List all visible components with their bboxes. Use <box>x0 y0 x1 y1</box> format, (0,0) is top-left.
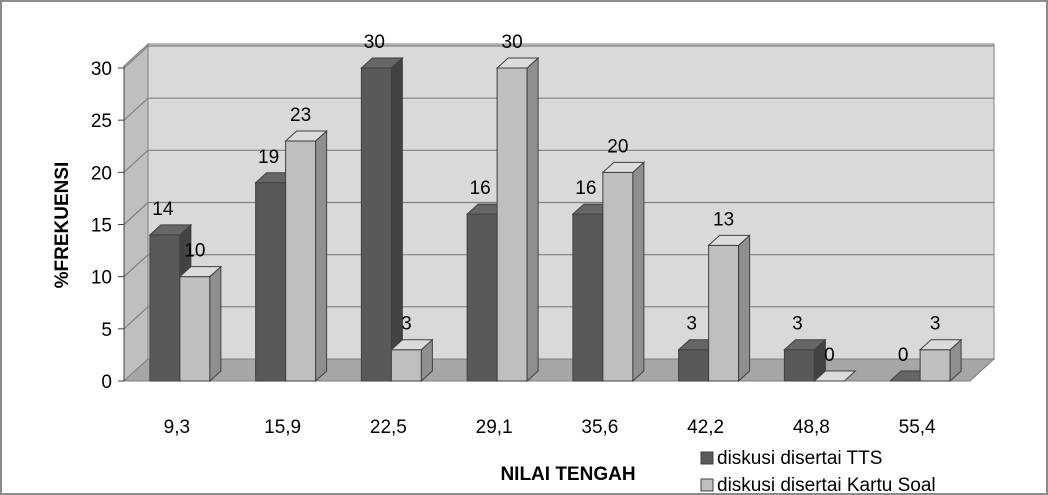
data-label: 3 <box>792 314 803 335</box>
x-tick-label: 29,1 <box>476 417 513 438</box>
bar-front <box>783 349 815 382</box>
bar-side <box>738 234 751 383</box>
y-tick-label: 25 <box>91 111 112 132</box>
bar-front <box>285 140 317 382</box>
x-axis: 9,3 15,9 22,5 29,1 35,6 42,2 48,8 55,4 <box>164 417 936 438</box>
bar-side <box>209 265 222 383</box>
x-tick-label: 15,9 <box>264 417 301 438</box>
data-label: 3 <box>686 314 697 335</box>
y-tick-label: 0 <box>101 372 112 393</box>
bar-top <box>360 57 404 69</box>
bar-front <box>149 234 181 382</box>
bar-tts-2 <box>360 56 404 383</box>
y-axis-title: %FREKUENSI <box>52 162 73 289</box>
data-label: 20 <box>607 136 628 157</box>
bar-kartu-soal-2 <box>390 338 434 383</box>
bar-kartu-soal-5 <box>707 234 751 383</box>
bar-front <box>708 244 740 382</box>
x-tick-label: 48,8 <box>793 417 830 438</box>
y-tick-label: 20 <box>91 163 112 184</box>
x-tick-label: 55,4 <box>899 417 936 438</box>
side-wall <box>123 42 149 383</box>
data-label: 16 <box>470 178 491 199</box>
bar-top <box>813 370 857 382</box>
data-label: 13 <box>713 209 734 230</box>
data-label: 3 <box>930 314 941 335</box>
chart-walls <box>122 42 996 383</box>
bar-top <box>390 339 434 351</box>
bar-front <box>466 213 498 382</box>
y-tick-label: 30 <box>91 59 112 80</box>
x-axis-title: NILAI TENGAH <box>500 464 635 485</box>
x-tick-label: 42,2 <box>687 417 724 438</box>
y-tick-label: 15 <box>91 216 112 237</box>
bar-kartu-soal-1 <box>284 129 328 383</box>
gridline <box>123 201 994 225</box>
data-label: 14 <box>152 199 174 220</box>
legend-item-tts: diskusi disertai TTS <box>700 448 882 469</box>
bar-top <box>495 57 540 69</box>
bar-side <box>632 161 645 383</box>
legend-swatch <box>700 451 714 465</box>
data-label: 0 <box>824 345 835 366</box>
bar-top <box>148 224 193 236</box>
data-label: 30 <box>502 32 523 53</box>
legend: diskusi disertai TTS diskusi disertai Ka… <box>700 448 936 495</box>
gridline <box>123 97 994 121</box>
bar-top <box>178 266 223 278</box>
bar-kartu-soal-3 <box>495 56 540 383</box>
bar-kartu-soal-0 <box>178 265 223 383</box>
bar-kartu-soal-7 <box>918 338 963 383</box>
legend-item-kartu-soal: diskusi disertai Kartu Soal <box>700 475 936 495</box>
legend-label-kartu-soal: diskusi disertai Kartu Soal <box>717 475 936 495</box>
bar-top <box>707 234 751 246</box>
bar-front <box>572 213 604 382</box>
bar-front <box>678 349 710 382</box>
data-label: 23 <box>290 105 311 126</box>
x-tick-label: 35,6 <box>581 417 618 438</box>
bar-kartu-soal-6 <box>813 370 857 382</box>
floor <box>122 358 996 382</box>
bar-top <box>783 339 827 351</box>
bar-kartu-soal-4 <box>601 161 646 383</box>
legend-label-tts: diskusi disertai TTS <box>717 448 882 469</box>
bar-side <box>315 129 328 383</box>
y-axis: 0 5 10 15 20 25 30 <box>91 59 125 393</box>
bar-top <box>918 339 963 351</box>
bars-layer <box>148 56 963 383</box>
bar-tts-0 <box>148 223 193 383</box>
bar-top <box>601 161 646 173</box>
data-label: 30 <box>364 32 385 53</box>
data-label: 0 <box>898 345 909 366</box>
bar-tts-6 <box>783 338 827 383</box>
x-tick-label: 22,5 <box>370 417 407 438</box>
bar-front <box>179 276 211 382</box>
y-tick-label: 10 <box>91 268 112 289</box>
bar-front <box>919 349 951 382</box>
data-label: 3 <box>401 314 412 335</box>
bar-side <box>526 56 539 383</box>
gridline <box>123 149 994 173</box>
bar-front <box>602 171 634 382</box>
bar-front <box>360 67 392 382</box>
bar-front <box>390 349 422 382</box>
bar-front <box>496 67 528 382</box>
data-label: 16 <box>575 178 596 199</box>
data-label: 10 <box>184 241 205 262</box>
bar-top <box>284 130 328 142</box>
legend-swatch <box>700 478 714 492</box>
y-tick-label: 5 <box>101 320 112 341</box>
bar-front <box>255 182 287 382</box>
x-tick-label: 9,3 <box>164 417 190 438</box>
data-label: 19 <box>258 147 279 168</box>
gridline <box>123 45 994 69</box>
